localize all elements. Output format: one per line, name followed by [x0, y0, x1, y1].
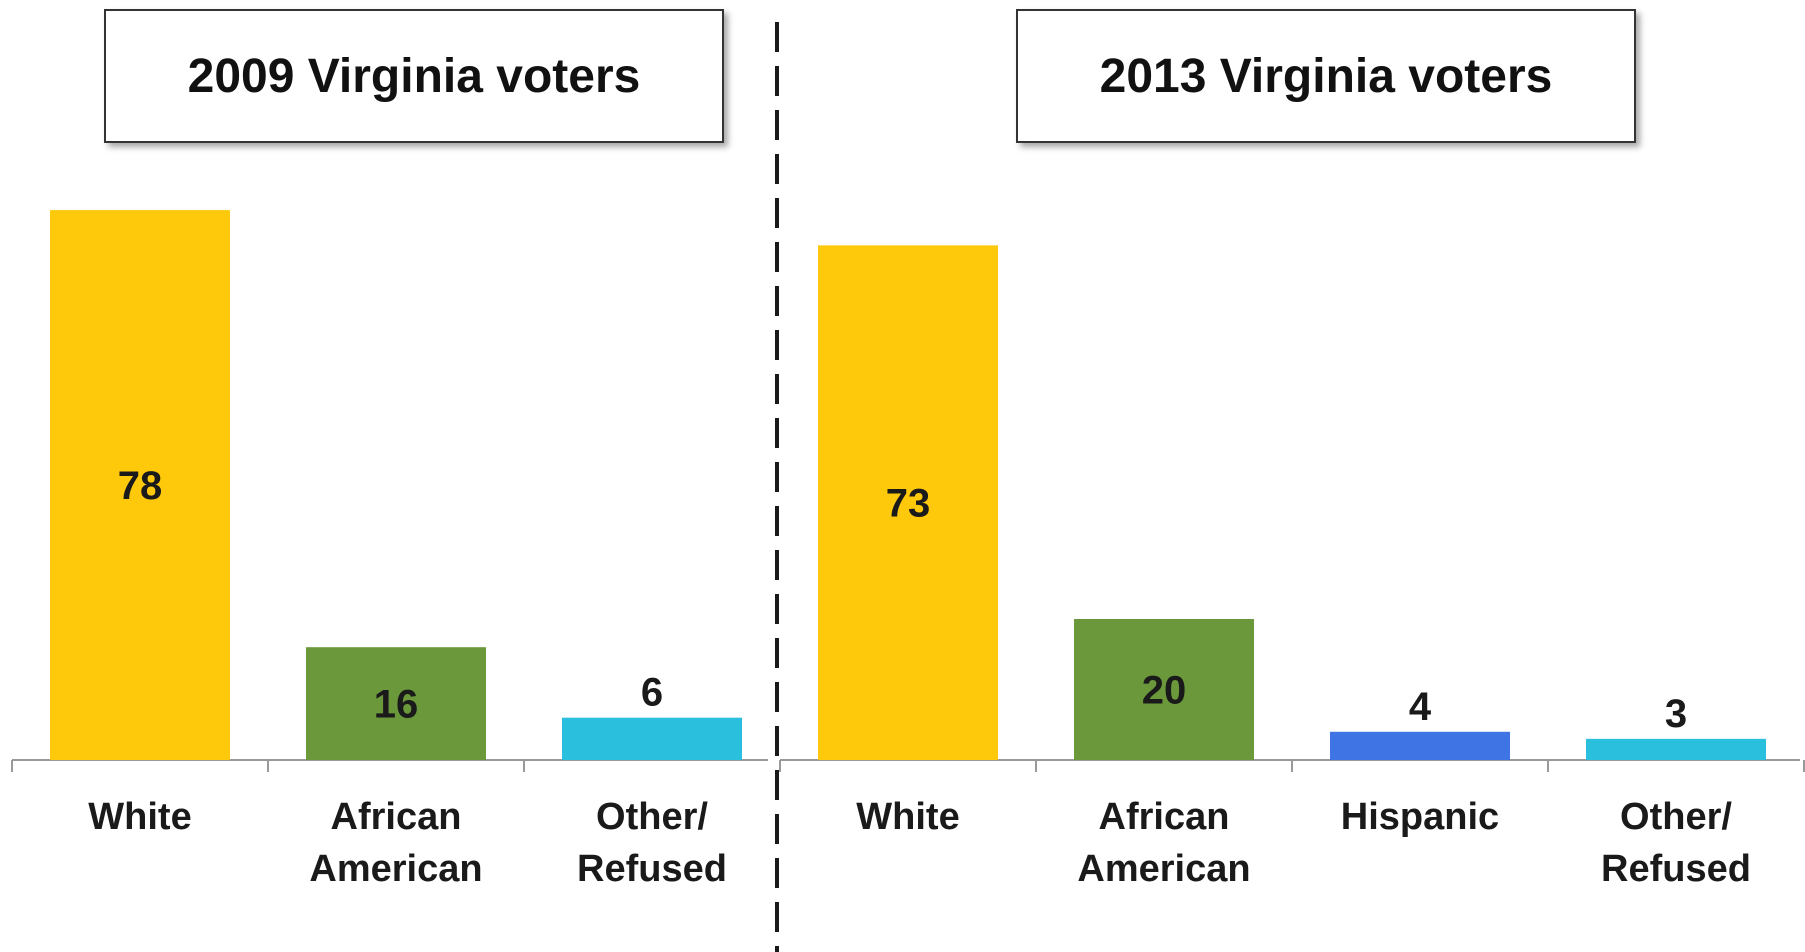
bar [562, 717, 742, 760]
bar [818, 245, 998, 761]
category-label: Other/ [596, 796, 708, 838]
data-label: 3 [1665, 692, 1687, 736]
category-label: Other/ [1620, 796, 1732, 838]
data-label: 16 [374, 683, 419, 727]
data-label: 78 [118, 464, 163, 508]
category-label: Refused [1601, 848, 1751, 890]
bar [1586, 738, 1766, 760]
category-label: African [1099, 796, 1230, 838]
category-label: Hispanic [1341, 796, 1499, 838]
category-label: White [88, 796, 191, 838]
panel-title-2013: 2013 Virginia voters [1016, 9, 1636, 143]
category-label: White [856, 796, 959, 838]
category-label: Refused [577, 848, 727, 890]
category-label: American [1077, 848, 1250, 890]
panel-title-2009-text: 2009 Virginia voters [187, 49, 641, 103]
bar [306, 647, 486, 760]
data-label: 20 [1142, 669, 1187, 713]
bar [1074, 619, 1254, 760]
panel-title-2013-text: 2013 Virginia voters [1099, 49, 1553, 103]
data-label: 4 [1409, 685, 1432, 729]
bar [50, 210, 230, 761]
category-label: American [309, 848, 482, 890]
data-label: 73 [886, 482, 931, 526]
bar [1330, 731, 1510, 760]
data-label: 6 [641, 671, 663, 715]
category-label: African [331, 796, 462, 838]
panel-title-2009: 2009 Virginia voters [104, 9, 724, 143]
